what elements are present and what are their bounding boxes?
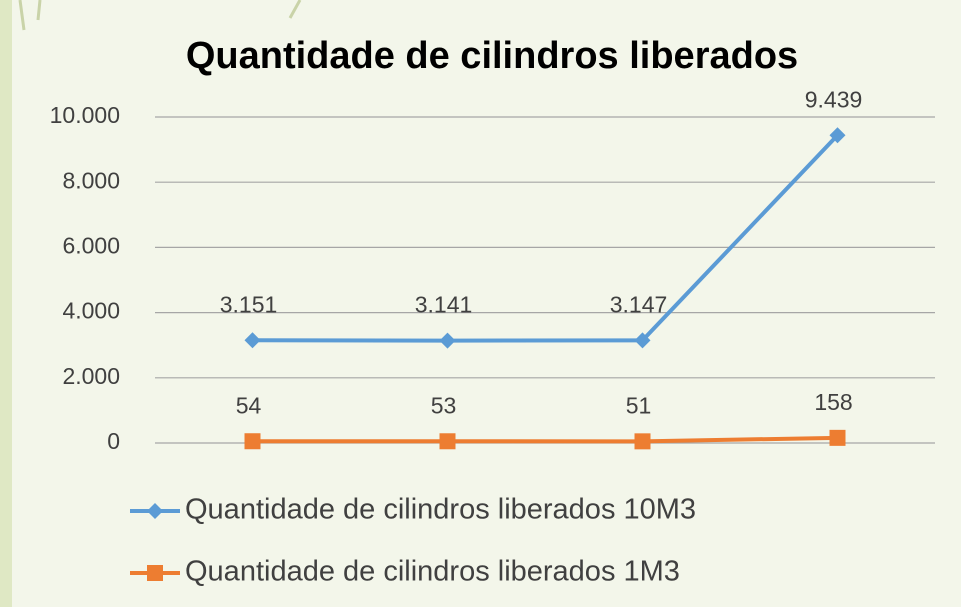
series-line bbox=[252, 435, 838, 444]
series-line bbox=[252, 133, 839, 343]
data-label: 3.141 bbox=[415, 292, 473, 318]
marker bbox=[829, 429, 846, 446]
decoration bbox=[18, 0, 302, 31]
marker bbox=[244, 332, 261, 349]
y-tick-label: 2.000 bbox=[62, 363, 120, 389]
data-label: 54 bbox=[236, 392, 262, 418]
marker bbox=[147, 565, 163, 581]
data-label: 51 bbox=[626, 392, 652, 418]
marker bbox=[634, 433, 651, 450]
y-tick-label: 6.000 bbox=[62, 232, 120, 258]
data-label: 53 bbox=[431, 392, 457, 418]
legend-label: Quantidade de cilindros liberados 10M3 bbox=[185, 494, 696, 526]
y-tick-label: 4.000 bbox=[62, 298, 120, 324]
y-tick-label: 8.000 bbox=[62, 167, 120, 193]
y-tick-label: 0 bbox=[107, 428, 120, 454]
marker bbox=[829, 127, 846, 144]
left-strip bbox=[0, 0, 12, 607]
marker bbox=[634, 332, 651, 349]
legend-label: Quantidade de cilindros liberados 1M3 bbox=[185, 556, 680, 588]
marker bbox=[439, 332, 456, 349]
chart-title: Quantidade de cilindros liberados bbox=[186, 35, 798, 77]
data-label: 158 bbox=[814, 389, 852, 415]
data-label: 3.151 bbox=[220, 291, 278, 317]
data-label: 9.439 bbox=[805, 86, 863, 112]
marker bbox=[439, 433, 456, 450]
marker bbox=[244, 433, 261, 450]
marker bbox=[147, 503, 163, 519]
y-tick-label: 10.000 bbox=[50, 102, 120, 128]
data-label: 3.147 bbox=[610, 291, 668, 317]
